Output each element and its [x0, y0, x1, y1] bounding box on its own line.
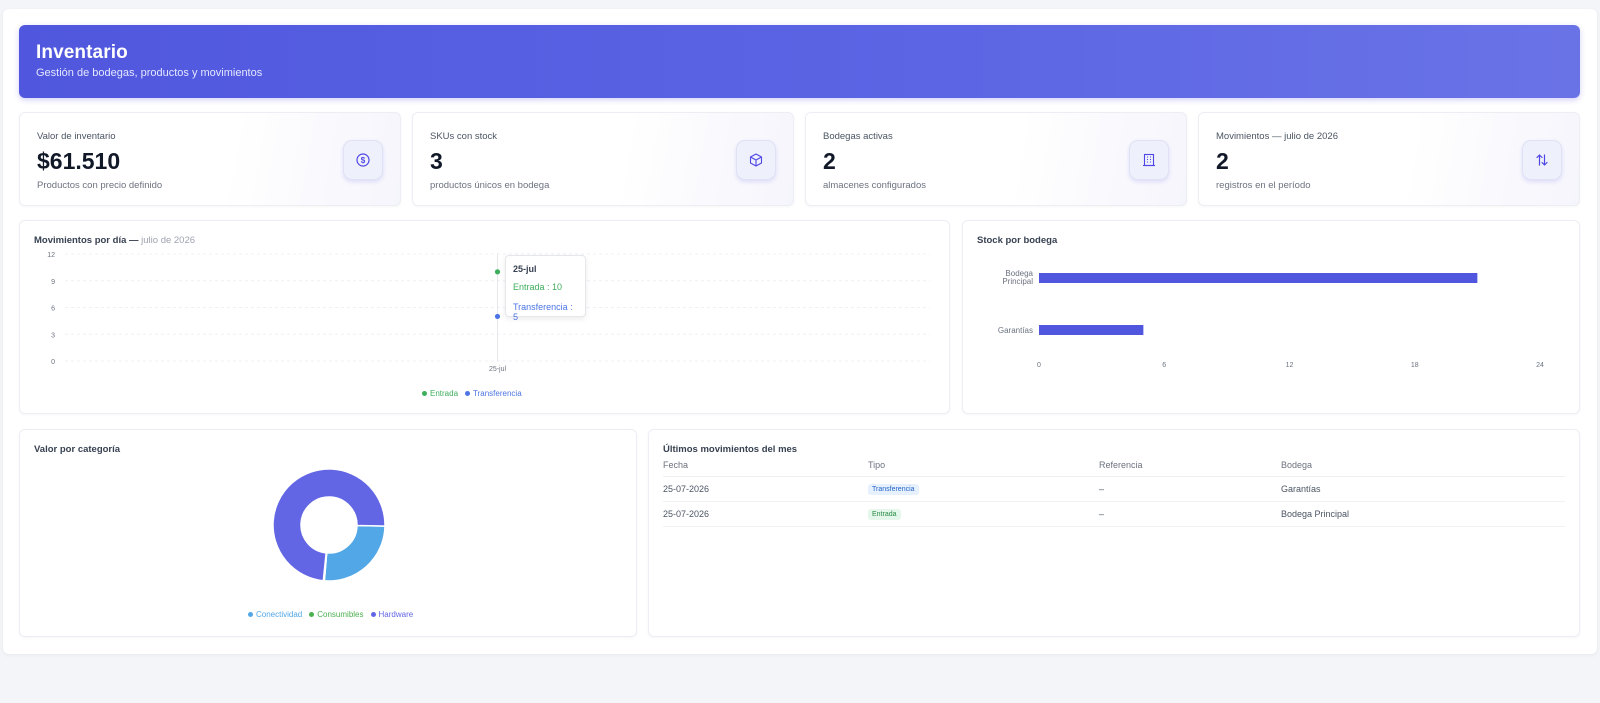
arrows-updown-icon: [1522, 140, 1562, 180]
x-tick-label: 24: [1536, 362, 1544, 369]
legend-label: Transferencia: [473, 389, 522, 398]
stat-sub: Productos con precio definido: [37, 180, 163, 191]
stock-chart: Bodega Principal Garantías 0 6 12 18 24: [998, 269, 1544, 369]
category-donut-chart: [272, 468, 386, 582]
legend-item-entrada[interactable]: Entrada: [422, 389, 458, 398]
page-subtitle: Gestión de bodegas, productos y movimien…: [36, 67, 263, 79]
data-point-transferencia[interactable]: [494, 313, 501, 320]
column-header-tipo[interactable]: Tipo: [868, 460, 1099, 477]
movements-table: Fecha Tipo Referencia Bodega 25-07-2026 …: [663, 460, 1565, 527]
y-tick-label: 0: [51, 359, 55, 366]
cell-fecha: 25-07-2026: [663, 501, 868, 527]
stat-value: 2: [823, 148, 836, 174]
cell-tipo: Transferencia: [868, 476, 1099, 502]
tooltip-transferencia: Transferencia : 5: [513, 302, 573, 322]
legend-label: Consumibles: [317, 610, 364, 619]
slice-conectividad[interactable]: [323, 524, 386, 582]
dollar-icon: $: [343, 140, 383, 180]
stat-sub: almacenes configurados: [823, 180, 926, 191]
stock-chart-panel: Stock por bodega Bodega Principal Garantía…: [962, 220, 1580, 414]
legend-item-consumibles[interactable]: Consumibles: [309, 610, 364, 619]
legend-item-hardware[interactable]: Hardware: [370, 610, 414, 619]
slice-hardware[interactable]: [272, 468, 386, 582]
x-tick-label: 18: [1411, 362, 1419, 369]
chart-title: Valor por categoría: [34, 444, 121, 455]
chart-tooltip: 25-jul Entrada : 10 Transferencia : 5: [505, 255, 586, 322]
cell-fecha: 25-07-2026: [663, 476, 868, 502]
table-row[interactable]: 25-07-2026 Transferencia – Garantías: [663, 476, 1565, 502]
category-label: Garantías: [998, 326, 1033, 335]
y-tick-label: 9: [51, 279, 55, 286]
cell-tipo: Entrada: [868, 501, 1099, 527]
category-chart-panel: Valor por categoría Conectividad Consumi…: [19, 429, 637, 637]
stat-card-warehouses: Bodegas activas 2 almacenes configurados: [805, 112, 1187, 206]
stat-card-movements: Movimientos — julio de 2026 2 registros …: [1198, 112, 1580, 206]
movements-chart: 0 3 6 9 12 25-jul: [47, 252, 930, 373]
cell-bodega: Garantías: [1281, 476, 1565, 502]
stat-label: Valor de inventario: [37, 131, 116, 142]
column-header-referencia[interactable]: Referencia: [1099, 460, 1281, 477]
stat-value: 2: [1216, 148, 1229, 174]
stat-label: SKUs con stock: [430, 131, 498, 142]
bar-1[interactable]: [1039, 325, 1144, 335]
building-icon: [1129, 140, 1169, 180]
y-tick-label: 3: [51, 332, 55, 339]
x-tick-label: 12: [1286, 362, 1294, 369]
cell-referencia: –: [1099, 476, 1281, 502]
type-badge: Transferencia: [868, 484, 919, 495]
stat-label: Movimientos — julio de 2026: [1216, 131, 1338, 142]
stat-card-skus: SKUs con stock 3 productos únicos en bod…: [412, 112, 794, 206]
data-point-entrada[interactable]: [494, 269, 501, 275]
chart-legend: Entrada Transferencia: [422, 389, 522, 398]
table-header-row: Fecha Tipo Referencia Bodega: [663, 460, 1565, 477]
svg-text:$: $: [361, 156, 366, 165]
cell-referencia: –: [1099, 501, 1281, 527]
stat-card-inventory-value: Valor de inventario $61.510 Productos co…: [19, 112, 401, 206]
panel-title: Movimientos por día — julio de 2026: [34, 235, 195, 246]
column-header-bodega[interactable]: Bodega: [1281, 460, 1565, 477]
chart-title: Movimientos por día —: [34, 235, 139, 246]
x-tick-label: 0: [1037, 362, 1041, 369]
table-title: Últimos movimientos del mes: [663, 444, 798, 455]
page-title: Inventario: [36, 42, 128, 63]
stat-sub: productos únicos en bodega: [430, 180, 550, 191]
y-tick-label: 6: [51, 306, 55, 313]
type-badge: Entrada: [868, 509, 901, 520]
chart-period: julio de 2026: [141, 235, 196, 246]
bar-0[interactable]: [1039, 273, 1478, 283]
stat-label: Bodegas activas: [823, 131, 893, 142]
box-icon: [736, 140, 776, 180]
movements-chart-panel: Movimientos por día — julio de 2026 0 3 6 9…: [19, 220, 950, 414]
chart-title: Stock por bodega: [977, 235, 1058, 246]
y-tick-label: 12: [47, 252, 55, 259]
legend-item-conectividad[interactable]: Conectividad: [248, 610, 302, 619]
legend-label: Conectividad: [256, 610, 303, 619]
table-row[interactable]: 25-07-2026 Entrada – Bodega Principal: [663, 501, 1565, 527]
x-tick-label: 6: [1162, 362, 1166, 369]
stat-sub: registros en el período: [1216, 180, 1311, 191]
x-tick-label: 25-jul: [489, 366, 507, 373]
category-label: Bodega Principal: [1002, 269, 1033, 286]
column-header-fecha[interactable]: Fecha: [663, 460, 868, 477]
cell-bodega: Bodega Principal: [1281, 501, 1565, 527]
legend-label: Hardware: [378, 610, 414, 619]
movements-table-panel: Últimos movimientos del mes Fecha Tipo R…: [648, 429, 1580, 637]
page-header: Inventario Gestión de bodegas, productos…: [19, 25, 1580, 98]
legend-label: Entrada: [430, 389, 459, 398]
tooltip-title: 25-jul: [513, 264, 537, 274]
stat-value: 3: [430, 148, 443, 174]
legend-item-transferencia[interactable]: Transferencia: [465, 389, 522, 398]
tooltip-entrada: Entrada : 10: [513, 282, 563, 292]
chart-legend: Conectividad Consumibles Hardware: [248, 610, 413, 619]
stat-value: $61.510: [37, 148, 121, 174]
